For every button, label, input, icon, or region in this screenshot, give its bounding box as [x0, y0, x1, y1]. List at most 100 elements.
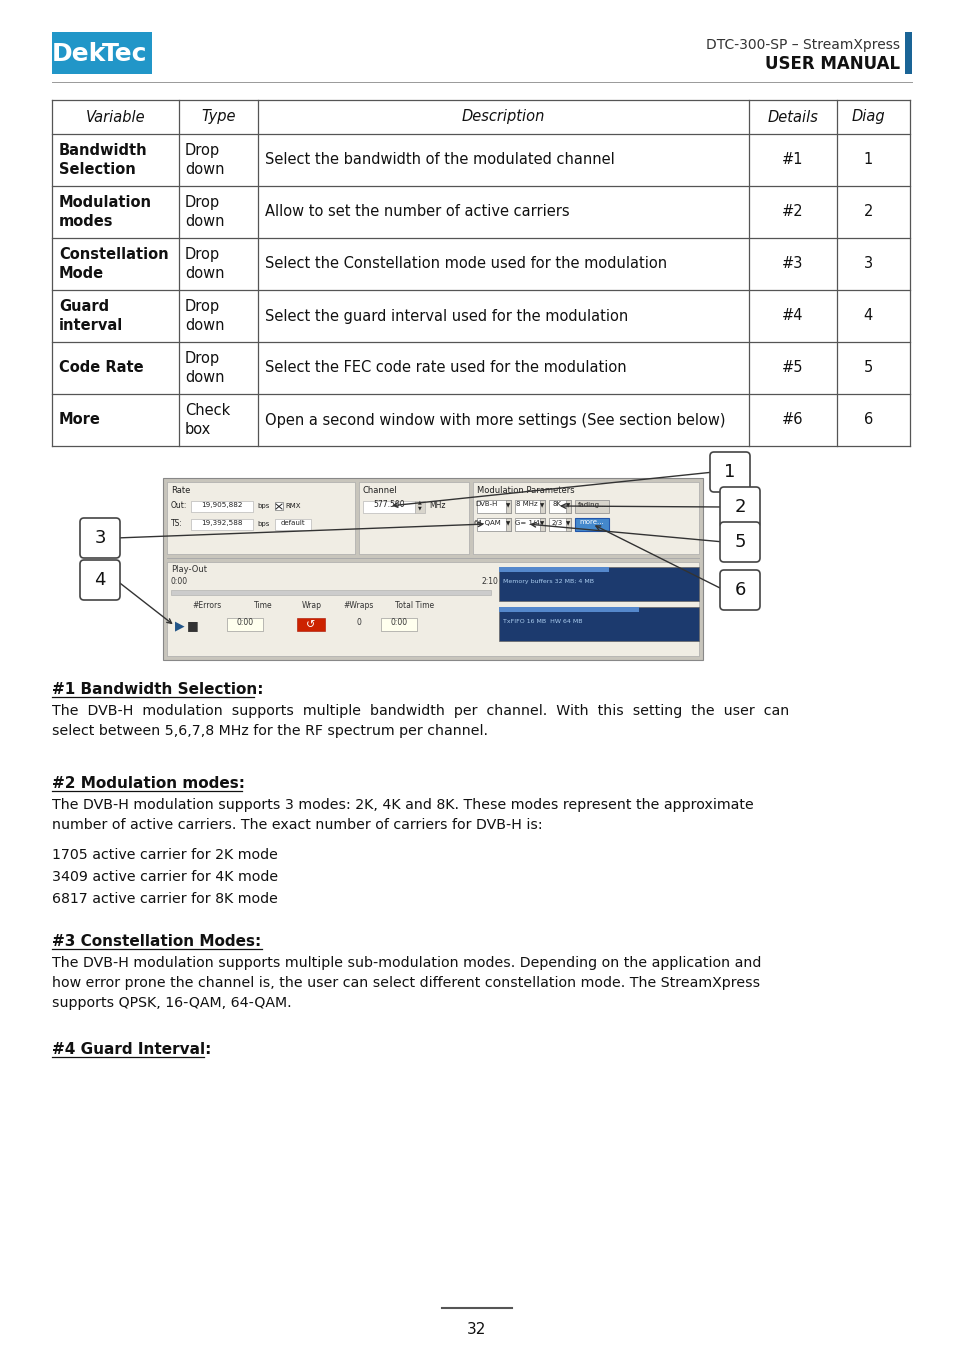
Text: ▼: ▼ — [506, 521, 510, 526]
Bar — [167, 482, 355, 554]
Text: #Wraps: #Wraps — [343, 601, 374, 610]
Text: 3: 3 — [94, 529, 106, 547]
Bar — [52, 100, 909, 446]
Text: More: More — [59, 413, 101, 428]
Text: G= 1/4: G= 1/4 — [514, 520, 538, 525]
Bar — [565, 500, 571, 513]
Bar — [575, 518, 608, 531]
Bar — [227, 618, 263, 630]
Bar — [163, 478, 702, 660]
Text: DTC-300-SP – StreamXpress: DTC-300-SP – StreamXpress — [705, 38, 899, 53]
Bar — [476, 518, 511, 531]
Text: 64-QAM: 64-QAM — [473, 520, 500, 525]
Text: 6817 active carrier for 8K mode: 6817 active carrier for 8K mode — [52, 892, 277, 906]
Text: Drop
down: Drop down — [185, 143, 224, 177]
Text: Drop
down: Drop down — [185, 196, 224, 228]
FancyBboxPatch shape — [80, 518, 120, 558]
Text: Diag: Diag — [851, 109, 884, 124]
Text: 1: 1 — [723, 463, 735, 481]
Text: Play-Out: Play-Out — [171, 566, 207, 574]
Text: The DVB-H modulation supports multiple sub-modulation modes. Depending on the ap: The DVB-H modulation supports multiple s… — [52, 956, 760, 1010]
Text: Variable: Variable — [86, 109, 145, 124]
Text: #3 Constellation Modes:: #3 Constellation Modes: — [52, 934, 261, 949]
Text: 32: 32 — [467, 1322, 486, 1336]
Text: Drop
down: Drop down — [185, 300, 224, 333]
Bar — [515, 518, 544, 531]
Text: #4: #4 — [781, 309, 802, 324]
Bar — [473, 482, 699, 554]
Text: 6: 6 — [862, 413, 872, 428]
Text: bps: bps — [256, 504, 269, 509]
Bar — [548, 500, 571, 513]
Text: Memory buffers 32 MB; 4 MB: Memory buffers 32 MB; 4 MB — [502, 579, 594, 585]
Text: #4 Guard Interval:: #4 Guard Interval: — [52, 1042, 212, 1057]
Text: ↺: ↺ — [306, 620, 315, 630]
Text: 2: 2 — [734, 498, 745, 516]
Text: fading...: fading... — [577, 501, 606, 508]
Text: 3: 3 — [862, 256, 872, 271]
Bar — [575, 500, 608, 513]
Text: ▲
▼: ▲ ▼ — [417, 500, 421, 510]
Text: #1 Bandwidth Selection:: #1 Bandwidth Selection: — [52, 682, 263, 697]
Text: Channel: Channel — [363, 486, 397, 495]
Text: bps: bps — [256, 521, 269, 526]
Text: Guard
interval: Guard interval — [59, 300, 123, 333]
Text: 577.500: 577.500 — [373, 500, 404, 509]
Text: Out:: Out: — [171, 501, 187, 510]
Text: Drop
down: Drop down — [185, 351, 224, 385]
Bar — [548, 518, 571, 531]
Text: 8 MHz: 8 MHz — [516, 501, 537, 508]
Bar — [167, 562, 699, 656]
Text: 4: 4 — [862, 309, 872, 324]
FancyBboxPatch shape — [709, 452, 749, 491]
Text: #6: #6 — [781, 413, 802, 428]
Text: 5: 5 — [862, 360, 872, 375]
Bar — [565, 518, 571, 531]
Text: 0: 0 — [356, 618, 361, 626]
Text: TxFIFO 16 MB  HW 64 MB: TxFIFO 16 MB HW 64 MB — [502, 620, 582, 624]
Bar — [191, 518, 253, 531]
Bar — [358, 482, 469, 554]
Bar — [515, 500, 544, 513]
Text: Dek: Dek — [51, 42, 106, 66]
Text: The  DVB-H  modulation  supports  multiple  bandwidth  per  channel.  With  this: The DVB-H modulation supports multiple b… — [52, 703, 788, 738]
Text: ▼: ▼ — [506, 504, 510, 508]
Text: DVB-H: DVB-H — [476, 501, 497, 508]
Bar — [498, 608, 639, 612]
Text: Time: Time — [253, 601, 272, 610]
Text: ▼: ▼ — [566, 521, 570, 526]
FancyBboxPatch shape — [720, 570, 760, 610]
Text: 0:00: 0:00 — [236, 618, 253, 626]
Text: Tec: Tec — [102, 42, 148, 66]
Text: Description: Description — [461, 109, 544, 124]
Text: Select the Constellation mode used for the modulation: Select the Constellation mode used for t… — [265, 256, 666, 271]
Text: 2: 2 — [862, 204, 872, 220]
Text: Modulation
modes: Modulation modes — [59, 196, 152, 228]
Bar — [171, 590, 491, 595]
Text: Select the guard interval used for the modulation: Select the guard interval used for the m… — [265, 309, 627, 324]
Text: #2 Modulation modes:: #2 Modulation modes: — [52, 776, 245, 791]
Text: USER MANUAL: USER MANUAL — [764, 55, 899, 73]
Bar — [505, 500, 511, 513]
Text: default: default — [280, 520, 305, 526]
Text: 8K: 8K — [552, 501, 561, 508]
Text: RMX: RMX — [285, 504, 300, 509]
Text: #5: #5 — [781, 360, 802, 375]
Text: TS:: TS: — [171, 518, 183, 528]
Text: Wrap: Wrap — [302, 601, 322, 610]
Bar — [380, 618, 416, 630]
Text: Total Time: Total Time — [395, 601, 435, 610]
Bar — [191, 501, 253, 512]
Text: Open a second window with more settings (See section below): Open a second window with more settings … — [265, 413, 724, 428]
Text: Check
box: Check box — [185, 404, 230, 437]
Text: ▼: ▼ — [566, 504, 570, 508]
Text: ▼: ▼ — [539, 504, 544, 508]
Text: Allow to set the number of active carriers: Allow to set the number of active carrie… — [265, 204, 569, 220]
Text: Details: Details — [766, 109, 818, 124]
FancyBboxPatch shape — [720, 487, 760, 526]
Bar — [904, 32, 911, 74]
FancyBboxPatch shape — [720, 522, 760, 562]
Text: The DVB-H modulation supports 3 modes: 2K, 4K and 8K. These modes represent the : The DVB-H modulation supports 3 modes: 2… — [52, 798, 753, 832]
Bar — [296, 618, 325, 630]
Text: 5: 5 — [734, 533, 745, 551]
